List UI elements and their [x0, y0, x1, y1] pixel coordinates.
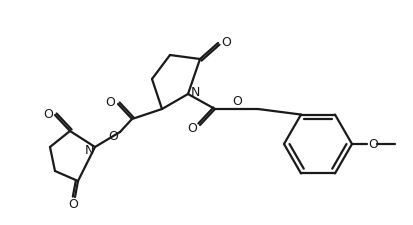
Text: O: O: [105, 96, 115, 109]
Text: O: O: [368, 138, 378, 151]
Text: O: O: [43, 108, 53, 121]
Text: O: O: [221, 35, 231, 48]
Text: O: O: [68, 198, 78, 211]
Text: O: O: [187, 122, 197, 135]
Text: N: N: [84, 144, 94, 157]
Text: N: N: [190, 86, 200, 99]
Text: O: O: [108, 130, 118, 143]
Text: O: O: [232, 95, 242, 108]
